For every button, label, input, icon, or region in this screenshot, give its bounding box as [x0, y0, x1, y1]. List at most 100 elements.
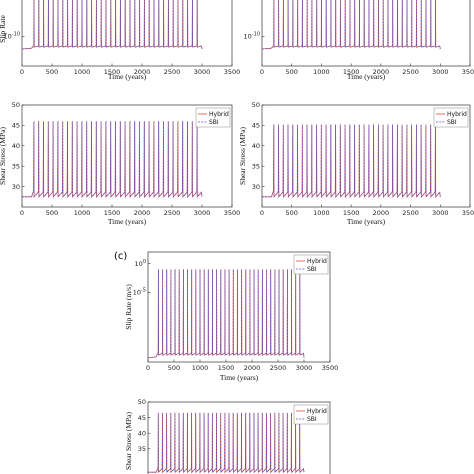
series-line-hybrid — [148, 269, 305, 359]
y-tick-label: 45 — [12, 122, 20, 130]
y-tick-label: 35 — [252, 162, 260, 170]
x-tick-label: 500 — [286, 68, 298, 76]
x-tick-label: 3000 — [432, 209, 449, 217]
x-tick-label: 1000 — [192, 364, 209, 372]
x-tick-label: 3000 — [194, 209, 211, 217]
y-axis-label: Shear Stress (MPa) — [238, 127, 247, 185]
legend-label-hybrid: Hybrid — [209, 111, 229, 118]
x-tick-label: 3500 — [462, 68, 474, 76]
series-line-sbi — [262, 0, 441, 50]
x-tick-label: 2000 — [244, 364, 261, 372]
x-tick-label: 2500 — [164, 68, 181, 76]
legend-label-hybrid: Hybrid — [307, 258, 327, 265]
legend-label-sbi: SBI — [447, 119, 457, 126]
x-tick-label: 3500 — [224, 209, 241, 217]
x-tick-label: 2000 — [373, 209, 390, 217]
x-tick-label: 1500 — [218, 364, 235, 372]
series-line-hybrid — [22, 121, 203, 198]
y-axis-label: Slip Rate — [0, 14, 7, 42]
plot-frame — [147, 401, 331, 474]
x-tick-label: 2500 — [402, 209, 419, 217]
series-line-sbi — [262, 124, 441, 198]
plot-frame — [261, 0, 471, 67]
series-line-hybrid — [148, 412, 305, 474]
x-tick-label: 3000 — [296, 364, 313, 372]
y-tick-label: 45 — [252, 122, 260, 130]
x-axis-label: Time (years) — [108, 72, 147, 81]
y-tick-label: 10-10 — [244, 32, 260, 41]
x-axis-label: Time (years) — [108, 217, 147, 226]
x-tick-label: 3000 — [432, 68, 449, 76]
chart-5: 0 500 1000 1500 2000 2500 3000 3500 100 10-5 Time … — [124, 251, 339, 382]
x-tick-label: 2000 — [134, 68, 151, 76]
legend-label-hybrid: Hybrid — [447, 111, 467, 118]
x-tick-label: 1500 — [104, 209, 121, 217]
x-tick-label: 2500 — [164, 209, 181, 217]
x-tick-label: 1000 — [74, 209, 91, 217]
y-tick-label: 40 — [138, 429, 146, 437]
y-tick-label: 50 — [252, 101, 260, 109]
y-tick-label: 30 — [12, 183, 20, 191]
x-tick-label: 0 — [260, 68, 264, 76]
x-tick-label: 0 — [146, 364, 150, 372]
chart-1: 0 500 1000 1500 2000 2500 3000 3500 10-10 Time (y… — [0, 0, 240, 81]
x-tick-label: 500 — [168, 364, 180, 372]
chart-4: 0 500 1000 1500 2000 2500 3000 3500 30 35 40 45 50 Ti… — [238, 101, 474, 226]
plot-frame — [21, 104, 233, 208]
x-tick-label: 3000 — [194, 68, 211, 76]
y-axis-label: Slip Rate (m/s) — [124, 284, 133, 330]
series-line-hybrid — [262, 124, 441, 198]
y-tick-label: 10-10 — [4, 32, 20, 41]
y-tick-label: 30 — [252, 183, 260, 191]
x-tick-label: 2000 — [134, 209, 151, 217]
plot-frame — [147, 251, 331, 363]
x-axis-label: Time (years) — [347, 217, 386, 226]
x-tick-label: 1500 — [343, 209, 360, 217]
series-line-hybrid — [262, 0, 441, 50]
series-line-hybrid — [22, 0, 203, 50]
x-tick-label: 0 — [260, 209, 264, 217]
x-tick-label: 1000 — [313, 209, 330, 217]
x-tick-label: 3500 — [462, 209, 474, 217]
y-tick-label: 50 — [138, 398, 146, 406]
chart-2: 0 500 1000 1500 2000 2500 3000 3500 10-10 Time (y… — [244, 0, 474, 81]
x-tick-label: 2000 — [373, 68, 390, 76]
x-axis-label: Time (years) — [347, 72, 386, 81]
x-tick-label: 1000 — [74, 68, 91, 76]
series-line-sbi — [22, 0, 203, 50]
x-tick-label: 2500 — [270, 364, 287, 372]
x-tick-label: 1000 — [313, 68, 330, 76]
y-axis-label: Shear Stress (MPa) — [124, 412, 133, 470]
y-tick-label: 100 — [135, 259, 146, 268]
legend-label-sbi: SBI — [209, 119, 219, 126]
series-line-sbi — [148, 412, 305, 474]
series-line-sbi — [148, 269, 305, 359]
x-tick-label: 500 — [286, 209, 298, 217]
x-tick-label: 3500 — [322, 364, 339, 372]
plot-frame — [21, 0, 233, 67]
y-tick-label: 45 — [138, 414, 146, 422]
panel-letter-c: (c) — [114, 251, 127, 262]
x-axis-label: Time (years) — [220, 373, 259, 382]
x-tick-label: 500 — [46, 209, 58, 217]
legend-label-sbi: SBI — [307, 266, 317, 273]
y-tick-label: 40 — [252, 142, 260, 150]
y-tick-label: 40 — [12, 142, 20, 150]
x-tick-label: 3500 — [224, 68, 241, 76]
y-tick-label: 35 — [12, 162, 20, 170]
x-tick-label: 2500 — [402, 68, 419, 76]
x-tick-label: 0 — [20, 68, 24, 76]
chart-3: 0 500 1000 1500 2000 2500 3000 3500 30 35 40 45 50 Ti… — [0, 101, 240, 226]
series-line-sbi — [22, 121, 203, 198]
legend-label-hybrid: Hybrid — [307, 408, 327, 415]
x-tick-label: 500 — [46, 68, 58, 76]
x-tick-label: 1500 — [343, 68, 360, 76]
legend-label-sbi: SBI — [307, 416, 317, 423]
x-tick-label: 1500 — [104, 68, 121, 76]
y-axis-label: Shear Stress (MPa) — [0, 127, 7, 185]
